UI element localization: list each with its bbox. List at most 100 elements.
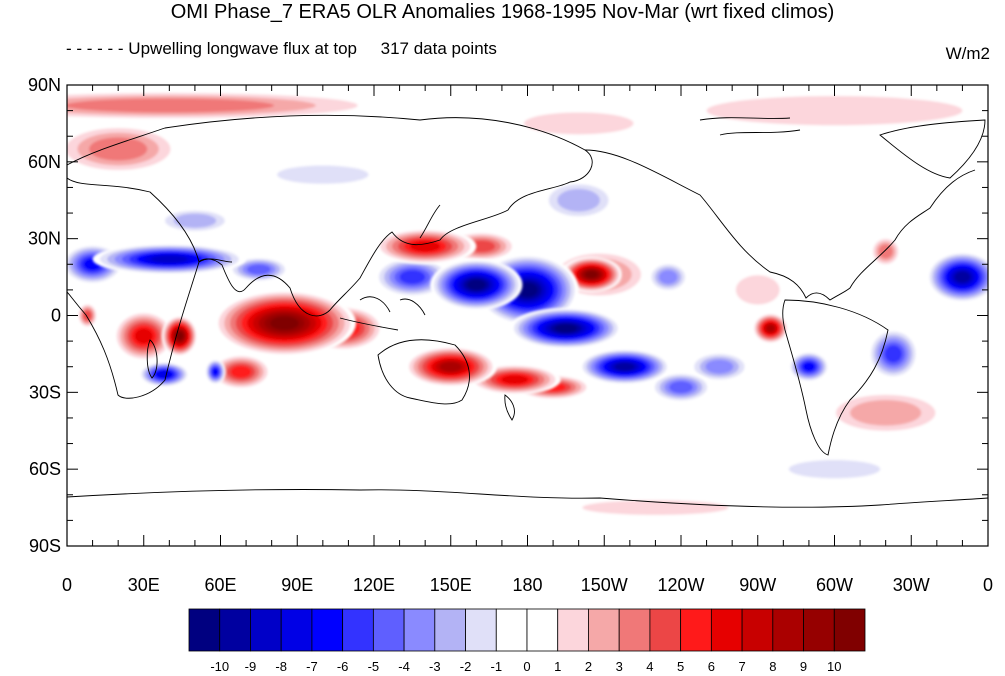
latitude-label: 90S bbox=[29, 536, 61, 556]
colorbar-box bbox=[803, 608, 835, 652]
contour-band bbox=[614, 362, 635, 371]
positive-anomaly-region bbox=[404, 346, 497, 388]
positive-anomaly-region bbox=[553, 497, 758, 518]
positive-anomaly-region bbox=[67, 90, 400, 121]
colorbar-labels: -10 -9 -8 -7 -6 -5 -4 -3 -2 -1 0 1 2 3 4 5 6 7 8 9 10 bbox=[210, 659, 841, 674]
colorbar-box bbox=[526, 608, 559, 652]
contour-band bbox=[83, 310, 92, 321]
positive-anomaly-region bbox=[821, 389, 950, 436]
colorbar-label: 2 bbox=[585, 659, 592, 674]
contour-band bbox=[247, 264, 271, 275]
colorbar-label: -10 bbox=[210, 659, 229, 674]
contour-band bbox=[439, 361, 462, 372]
field-description: - - - - - - Upwelling longwave flux at t… bbox=[66, 39, 497, 58]
colorbar-label: 0 bbox=[523, 659, 530, 674]
colorbar-label: 7 bbox=[738, 659, 745, 674]
negative-anomaly-region bbox=[156, 207, 234, 234]
colorbar-box bbox=[342, 608, 374, 652]
contour-band bbox=[270, 316, 299, 330]
negative-anomaly-region bbox=[578, 348, 671, 385]
coastline-africa bbox=[67, 177, 200, 399]
coastline-arabia bbox=[198, 258, 233, 263]
contour-band bbox=[585, 270, 598, 279]
contour-band bbox=[89, 137, 148, 161]
positive-anomaly-region bbox=[727, 269, 789, 311]
contour-band bbox=[706, 95, 963, 126]
latitude-label: 90N bbox=[28, 75, 61, 95]
contour-band bbox=[884, 345, 902, 363]
contour-band bbox=[175, 331, 184, 341]
longitude-label: 180 bbox=[512, 575, 542, 595]
contour-band bbox=[766, 324, 775, 332]
coastline-indonesia bbox=[339, 296, 426, 331]
colorbar-box bbox=[372, 608, 405, 652]
contour-band bbox=[735, 275, 780, 305]
colorbar-label: 3 bbox=[616, 659, 623, 674]
positive-anomaly-region bbox=[752, 312, 789, 344]
contour-band bbox=[954, 271, 971, 283]
colorbar-label: 10 bbox=[827, 659, 841, 674]
longitude-label: 30W bbox=[893, 575, 930, 595]
colorbar-label: 1 bbox=[554, 659, 561, 674]
negative-anomaly-region bbox=[138, 361, 190, 388]
colorbar-box bbox=[741, 608, 774, 652]
colorbar-box bbox=[680, 608, 712, 652]
contour-band bbox=[151, 255, 188, 263]
longitude-labels: 0 30E 60E 90E 120E 150E 180 150W 120W 90W 60W 30W 0 bbox=[62, 575, 993, 595]
positive-anomaly-region bbox=[210, 353, 272, 390]
negative-anomaly-region bbox=[688, 351, 751, 383]
positive-anomaly-region bbox=[374, 228, 477, 265]
colorbar-box bbox=[649, 608, 682, 652]
positive-anomaly-region bbox=[560, 256, 623, 293]
colorbar-label: -3 bbox=[429, 659, 441, 674]
positive-anomaly-region bbox=[161, 315, 198, 357]
colorbar-label: -4 bbox=[398, 659, 410, 674]
coastlines bbox=[67, 114, 988, 508]
contour-band bbox=[501, 375, 529, 385]
longitude-label: 30E bbox=[128, 575, 160, 595]
contour-band bbox=[230, 365, 252, 378]
contour-band bbox=[523, 112, 634, 135]
anomaly-field bbox=[67, 90, 988, 518]
negative-anomaly-region bbox=[926, 251, 988, 303]
positive-anomaly-region bbox=[501, 108, 656, 139]
contour-band bbox=[705, 359, 734, 374]
positive-anomaly-region bbox=[870, 236, 902, 267]
contour-band bbox=[67, 98, 274, 113]
coastline-eurasia bbox=[67, 114, 593, 317]
colorbar-label: -8 bbox=[275, 659, 287, 674]
positive-anomaly-region bbox=[113, 310, 175, 362]
plot-title: OMI Phase_7 ERA5 OLR Anomalies 1968-1995… bbox=[170, 1, 835, 23]
negative-anomaly-region bbox=[788, 351, 830, 383]
negative-anomaly-region bbox=[770, 456, 899, 482]
contour-band bbox=[802, 362, 815, 372]
coastline-japan bbox=[419, 204, 441, 239]
longitude-label: 120E bbox=[353, 575, 395, 595]
coastline-new-zealand bbox=[504, 394, 515, 421]
colorbar-label: -7 bbox=[306, 659, 318, 674]
longitude-label: 0 bbox=[62, 575, 72, 595]
colorbar-label: -1 bbox=[490, 659, 502, 674]
colorbar-box bbox=[250, 608, 282, 652]
colorbar-label: 4 bbox=[646, 659, 653, 674]
contour-band bbox=[157, 371, 171, 378]
negative-anomaly-region bbox=[650, 371, 712, 403]
longitude-label: 90W bbox=[739, 575, 776, 595]
negative-anomaly-region bbox=[258, 161, 387, 188]
negative-anomaly-region bbox=[540, 179, 618, 221]
positive-anomaly-region bbox=[67, 123, 183, 175]
negative-anomaly-region bbox=[430, 259, 523, 311]
longitude-label: 150E bbox=[430, 575, 472, 595]
contour-band bbox=[134, 328, 153, 344]
colorbar-label: 9 bbox=[800, 659, 807, 674]
colorbar-box bbox=[465, 608, 497, 652]
negative-anomaly-region bbox=[647, 261, 689, 293]
positive-anomaly-region bbox=[212, 289, 357, 357]
contour-band bbox=[788, 460, 881, 479]
units-label: W/m2 bbox=[945, 44, 990, 63]
longitude-label: 60W bbox=[816, 575, 853, 595]
contour-band bbox=[554, 324, 578, 333]
colorbar-box bbox=[588, 608, 620, 652]
longitude-label: 0 bbox=[983, 575, 993, 595]
